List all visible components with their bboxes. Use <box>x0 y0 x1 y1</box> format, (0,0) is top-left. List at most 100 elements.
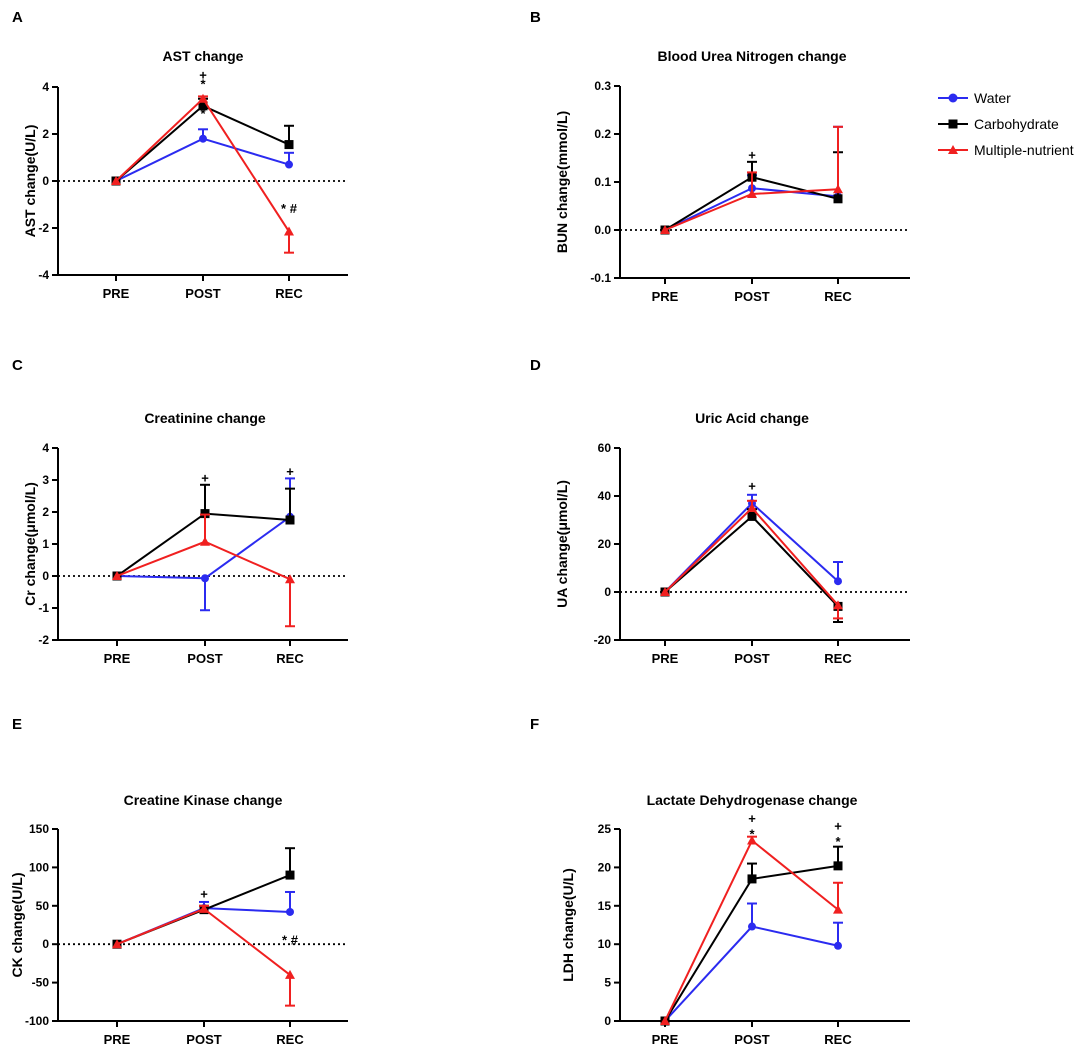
panel-b-multiple-nutrient-point <box>833 184 843 194</box>
panel-c-ytick-label: 4 <box>42 441 49 455</box>
legend-label-carbohydrate: Carbohydrate <box>974 116 1059 132</box>
panel-a-multiple-nutrient-point <box>284 226 294 236</box>
panel-a-water-series <box>112 128 294 185</box>
panel-b-xtick-label: PRE <box>652 289 679 304</box>
panel-f-water-point <box>748 922 756 931</box>
panel-c-water-line <box>116 515 291 580</box>
panel-b-annotation: + <box>748 148 756 163</box>
panel-b-ytick-label: 0.1 <box>594 175 611 189</box>
panel-e-carbohydrate-point <box>285 870 295 880</box>
panel-a-annotation: * <box>200 77 206 92</box>
panel-e-multiple-nutrient-point <box>285 969 295 979</box>
legend-item-water: Water <box>938 90 1011 106</box>
panel-c-ytick-label: 1 <box>42 537 49 551</box>
panel-f-ytick-label: 15 <box>598 899 612 913</box>
panel-a-multiple-nutrient-point <box>198 93 208 103</box>
panel-c-xtick-label: POST <box>187 651 222 666</box>
panel-a-xtick-label: POST <box>185 286 220 301</box>
panel-a-water-point <box>285 160 293 169</box>
panel-d-title: Uric Acid change <box>695 410 809 426</box>
panel-b-xtick-label: REC <box>824 289 852 304</box>
panel-f-multiple-nutrient-series <box>660 835 843 1025</box>
legend-item-multiple-nutrient: Multiple-nutrient <box>938 142 1074 158</box>
panel-a-annotation: * # <box>281 201 298 216</box>
panel-b-multiple-nutrient-series <box>660 125 843 234</box>
panel-b-ytick-label: -0.1 <box>590 271 611 285</box>
panel-c-multiple-nutrient-point <box>112 571 122 580</box>
panel-c-multiple-nutrient-series <box>112 513 295 628</box>
panel-c-ytick-label: 0 <box>42 569 49 583</box>
panel-f-annotation: + <box>834 819 842 834</box>
panel-e-ytick-label: 0 <box>42 937 49 951</box>
panel-a-multiple-nutrient-series <box>111 93 294 254</box>
panel-e-ytick-label: -100 <box>25 1014 49 1028</box>
panel-c-carbohydrate-point <box>285 515 295 525</box>
panel-e-ytick-label: 100 <box>29 860 49 874</box>
panel-f-xtick-label: REC <box>824 1032 852 1045</box>
panel-d-carbohydrate-line <box>664 515 839 608</box>
panel-b-multiple-nutrient-point <box>747 189 757 198</box>
panel-c-xtick-label: REC <box>276 651 304 666</box>
panel-a-ylabel: AST change(U/L) <box>22 125 38 238</box>
panel-e-letter: E <box>12 716 22 733</box>
panel-f-letter: F <box>530 716 539 733</box>
panel-f-multiple-nutrient-point <box>660 1016 670 1025</box>
panel-d-carbohydrate-point <box>747 511 757 521</box>
panel-e-xtick-label: POST <box>186 1032 221 1045</box>
panel-a-ytick-label: 2 <box>42 127 49 141</box>
panel-c: C Creatinine change Cr change(μmol/L) -2 -1 0… <box>12 357 348 666</box>
panel-c-multiple-nutrient-line <box>116 540 291 581</box>
panel-a-letter: A <box>12 9 23 26</box>
panel-e-water-point <box>286 907 294 916</box>
panel-f-ytick-label: 0 <box>604 1014 611 1028</box>
panel-c-water-point <box>201 574 209 583</box>
panel-c-letter: C <box>12 357 23 374</box>
panel-d-xtick-label: POST <box>734 651 769 666</box>
panel-b-title: Blood Urea Nitrogen change <box>657 48 846 64</box>
panel-e-multiple-nutrient-point <box>112 939 122 949</box>
panel-f-annotation: * <box>835 834 841 849</box>
legend-marker-multiple-nutrient <box>948 145 958 154</box>
panel-d-multiple-nutrient-point <box>747 503 757 512</box>
panel-a-xtick-label: PRE <box>103 286 130 301</box>
panel-a-annotation: * <box>200 106 206 121</box>
panel-c-ytick-label: -1 <box>38 601 49 615</box>
panel-f-water-line <box>664 925 839 1022</box>
legend-marker-water <box>948 93 958 103</box>
panel-d-multiple-nutrient-series <box>660 499 843 620</box>
panel-a-water-point <box>199 134 207 143</box>
panel-c-multiple-nutrient-point <box>285 574 295 584</box>
panel-f-water-point <box>834 941 842 950</box>
panel-c-title: Creatinine change <box>144 410 266 426</box>
panel-a-carbohydrate-point <box>284 140 294 150</box>
panel-e-multiple-nutrient-point <box>199 903 209 913</box>
panel-e-multiple-nutrient-series <box>112 903 295 1007</box>
panel-f-water-series <box>661 902 843 1025</box>
panel-d-ytick-label: 60 <box>598 441 612 455</box>
panel-a-xtick-label: REC <box>275 286 303 301</box>
panel-f-ytick-label: 25 <box>598 822 612 836</box>
panel-d-ytick-label: 0 <box>604 585 611 599</box>
panel-b: B Blood Urea Nitrogen change BUN change(mm… <box>530 9 910 304</box>
panel-a-ytick-label: 0 <box>42 174 49 188</box>
panel-e-ytick-label: 150 <box>29 822 49 836</box>
panel-c-annotation: + <box>286 464 294 479</box>
panel-e-xtick-label: REC <box>276 1032 304 1045</box>
panel-a-ytick-label: -2 <box>38 221 49 235</box>
panel-a-carbohydrate-point <box>198 101 208 111</box>
panel-c-ylabel: Cr change(μmol/L) <box>22 482 38 606</box>
panel-b-xtick-label: POST <box>734 289 769 304</box>
panel-b-multiple-nutrient-point <box>660 225 670 234</box>
panel-d-multiple-nutrient-point <box>660 587 670 596</box>
panel-d-letter: D <box>530 357 541 374</box>
panel-f-xtick-label: PRE <box>652 1032 679 1045</box>
panel-d-annotation: + <box>748 478 756 493</box>
panel-d-ytick-label: 40 <box>598 489 612 503</box>
panel-a-multiple-nutrient-point <box>111 176 121 185</box>
panel-d-xtick-label: PRE <box>652 651 679 666</box>
panel-c-ytick-label: 2 <box>42 505 49 519</box>
panel-a-ytick-label: 4 <box>42 80 49 94</box>
panel-e-ytick-label: -50 <box>32 976 50 990</box>
panel-d-xtick-label: REC <box>824 651 852 666</box>
